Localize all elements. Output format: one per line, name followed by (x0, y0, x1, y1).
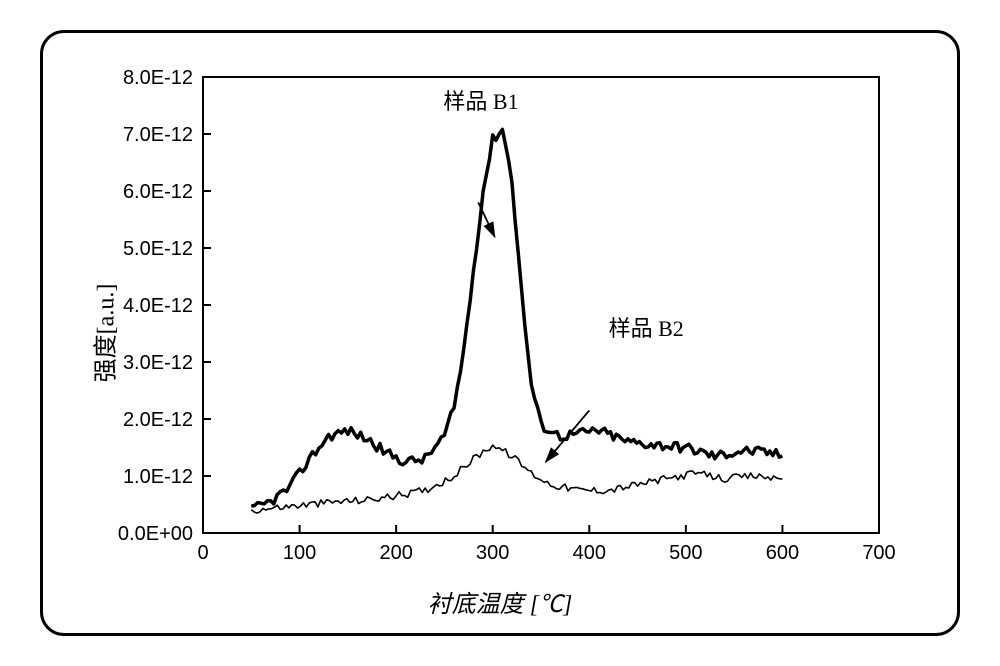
series-line (251, 129, 782, 506)
series-arrow (546, 410, 589, 461)
x-tick-label: 500 (669, 542, 702, 564)
series-label: 样品 B1 (443, 89, 518, 114)
y-tick-label: 4.0E-12 (123, 295, 193, 317)
y-tick-label: 7.0E-12 (123, 124, 193, 146)
y-tick-label: 6.0E-12 (123, 181, 193, 203)
y-tick-label: 5.0E-12 (123, 238, 193, 260)
x-tick-label: 200 (379, 542, 412, 564)
plot-border (203, 77, 879, 533)
outer-frame: 强度[a.u.] 衬底温度 [℃] 0100200300400500600700… (40, 30, 960, 636)
y-tick-label: 2.0E-12 (123, 409, 193, 431)
x-tick-label: 400 (573, 542, 606, 564)
x-tick-label: 700 (862, 542, 895, 564)
x-tick-label: 0 (197, 542, 208, 564)
x-tick-label: 600 (766, 542, 799, 564)
x-tick-label: 100 (283, 542, 316, 564)
chart-svg: 0 100 200 300 400 500 600 700 0.0E+00 1.0E-12 2.0E… (43, 33, 957, 633)
y-tick-label: 8.0E-12 (123, 67, 193, 89)
series-label: 样品 B2 (609, 316, 684, 341)
series-line (251, 445, 782, 513)
y-tick-label: 3.0E-12 (123, 352, 193, 374)
y-tick-label: 0.0E+00 (118, 523, 193, 545)
y-tick-label: 1.0E-12 (123, 466, 193, 488)
x-tick-label: 300 (476, 542, 509, 564)
